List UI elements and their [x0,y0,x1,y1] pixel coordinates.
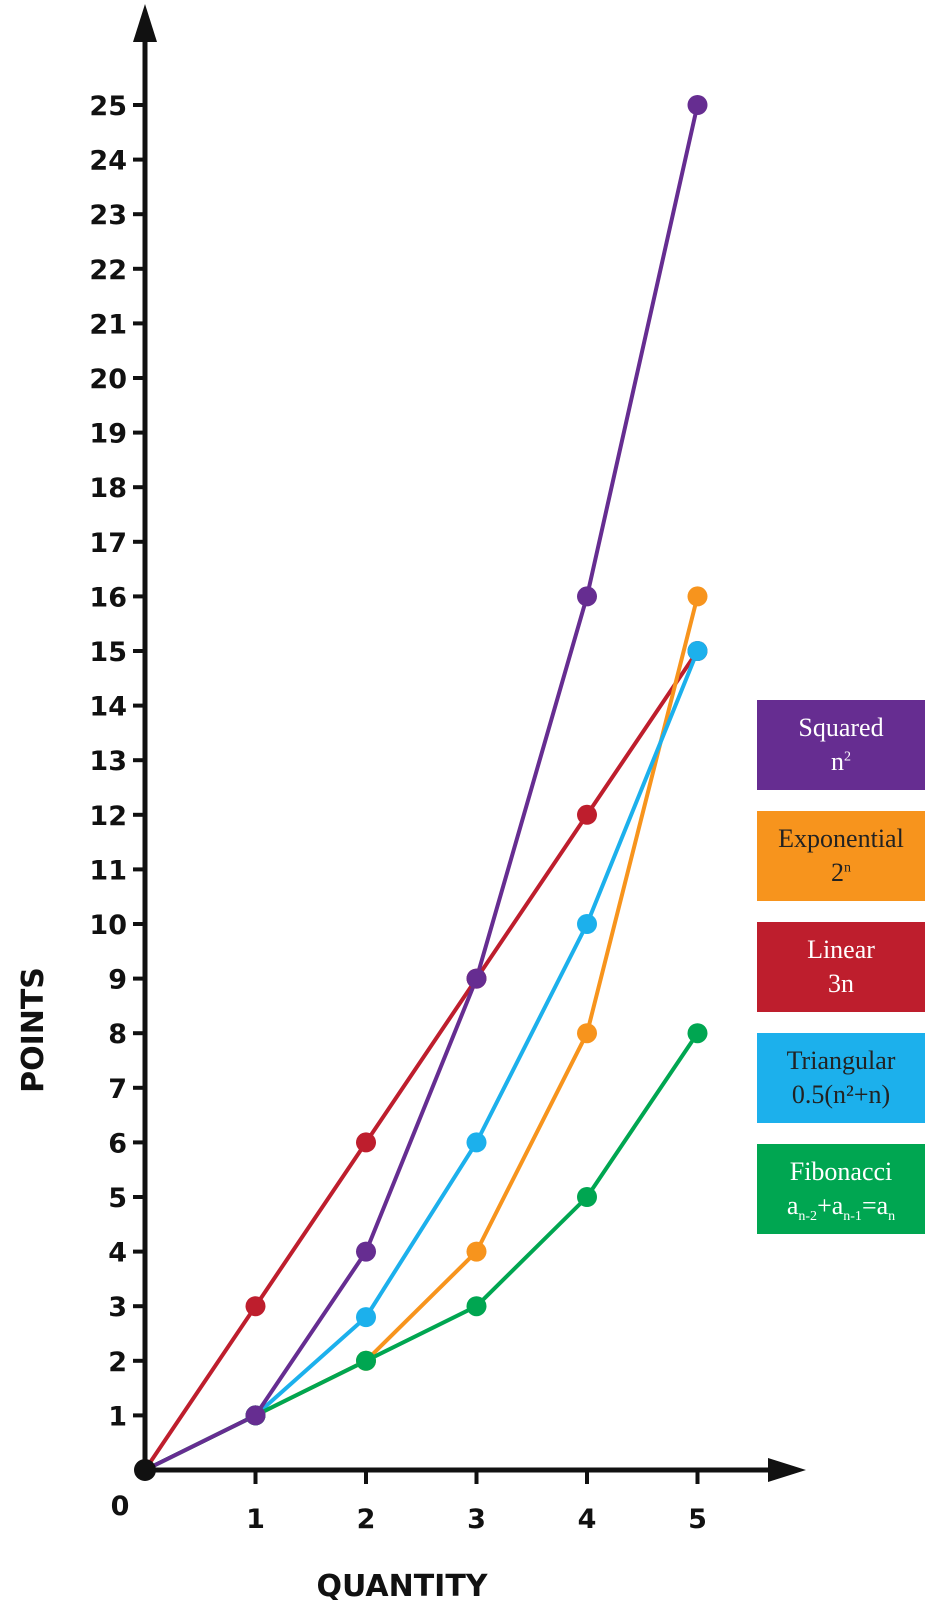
y-tick-label: 17 [89,528,127,559]
y-tick-label: 13 [89,746,127,777]
legend-exponential-name: Exponential [778,824,904,853]
y-tick-label: 11 [89,855,127,886]
legend-squared-name: Squared [798,713,884,742]
y-axis-arrow-icon [133,4,157,42]
legend-fibonacci-name: Fibonacci [789,1157,893,1186]
legend-item-squared: Squared n2 [757,700,925,790]
legend-item-fibonacci: Fibonacci an-2+an-1=an [757,1144,925,1234]
legend-squared-formula: n2 [831,747,851,776]
y-tick-label: 8 [108,1019,127,1050]
point-squared [245,1405,266,1426]
point-triangular [577,914,597,934]
point-fibonacci [356,1350,376,1371]
legend-fibonacci-formula: an-2+an-1=an [786,1191,896,1225]
x-tick-label: 3 [467,1504,486,1535]
series-line-squared [144,104,700,1472]
point-exponential [466,1241,487,1262]
y-tick-label: 12 [89,801,127,832]
y-tick-label: 23 [89,200,127,231]
y-tick-label: 10 [89,910,127,941]
y-tick-label: 22 [89,255,127,286]
point-fibonacci [466,1296,487,1317]
ticks-layer: 1234567891011121314151617181920212223242… [89,91,706,1535]
y-tick-label: 1 [108,1401,127,1432]
y-tick-label: 16 [89,582,127,613]
y-tick-label: 4 [108,1238,127,1269]
series-line-exponential [144,595,700,1472]
point-squared [687,95,708,115]
point-linear [245,1296,266,1317]
point-linear [356,1132,376,1153]
series-line-linear [143,649,700,1472]
legend-triangular-formula: 0.5(n²+n) [791,1080,891,1109]
point-triangular [687,641,708,661]
x-tick-label: 1 [246,1504,265,1535]
origin-point [134,1459,156,1481]
series-layer [143,104,700,1472]
legend-linear-formula: 3n [828,969,854,998]
origin-label: 0 [111,1491,130,1522]
point-exponential [577,1023,597,1044]
y-tick-label: 3 [108,1292,127,1323]
point-squared [466,968,487,989]
legend-exponential-formula: 2n [831,858,851,887]
y-tick-label: 20 [89,364,127,395]
y-tick-label: 24 [89,146,127,177]
point-triangular [356,1307,376,1328]
point-squared [577,586,597,607]
y-tick-label: 9 [108,965,127,996]
y-tick-label: 5 [108,1183,127,1214]
series-line-fibonacci [144,1032,700,1472]
x-tick-label: 4 [578,1504,597,1535]
y-tick-label: 6 [108,1128,127,1159]
point-fibonacci [577,1187,597,1207]
y-tick-label: 7 [108,1074,127,1105]
legend-item-exponential: Exponential 2n [757,811,925,901]
legend-item-triangular: Triangular 0.5(n²+n) [757,1033,925,1123]
x-tick-label: 5 [688,1504,707,1535]
point-linear [577,804,597,825]
y-tick-label: 14 [89,692,127,723]
y-tick-label: 25 [89,91,127,122]
legend-linear-name: Linear [807,935,875,964]
x-axis-title: QUANTITY [316,1569,488,1600]
y-tick-label: 15 [89,637,127,668]
legend-triangular-name: Triangular [786,1046,896,1075]
y-tick-label: 18 [89,473,127,504]
y-tick-label: 21 [89,309,127,340]
points-layer [134,95,708,1481]
y-tick-label: 19 [89,419,127,450]
point-fibonacci [687,1023,708,1044]
y-axis-title: POINTS [16,967,51,1093]
x-tick-label: 2 [357,1504,376,1535]
point-squared [356,1241,376,1262]
point-triangular [466,1132,487,1153]
point-exponential [687,586,708,607]
legend-item-linear: Linear 3n [757,922,925,1012]
y-tick-label: 2 [108,1347,127,1378]
x-axis-arrow-icon [768,1458,806,1482]
